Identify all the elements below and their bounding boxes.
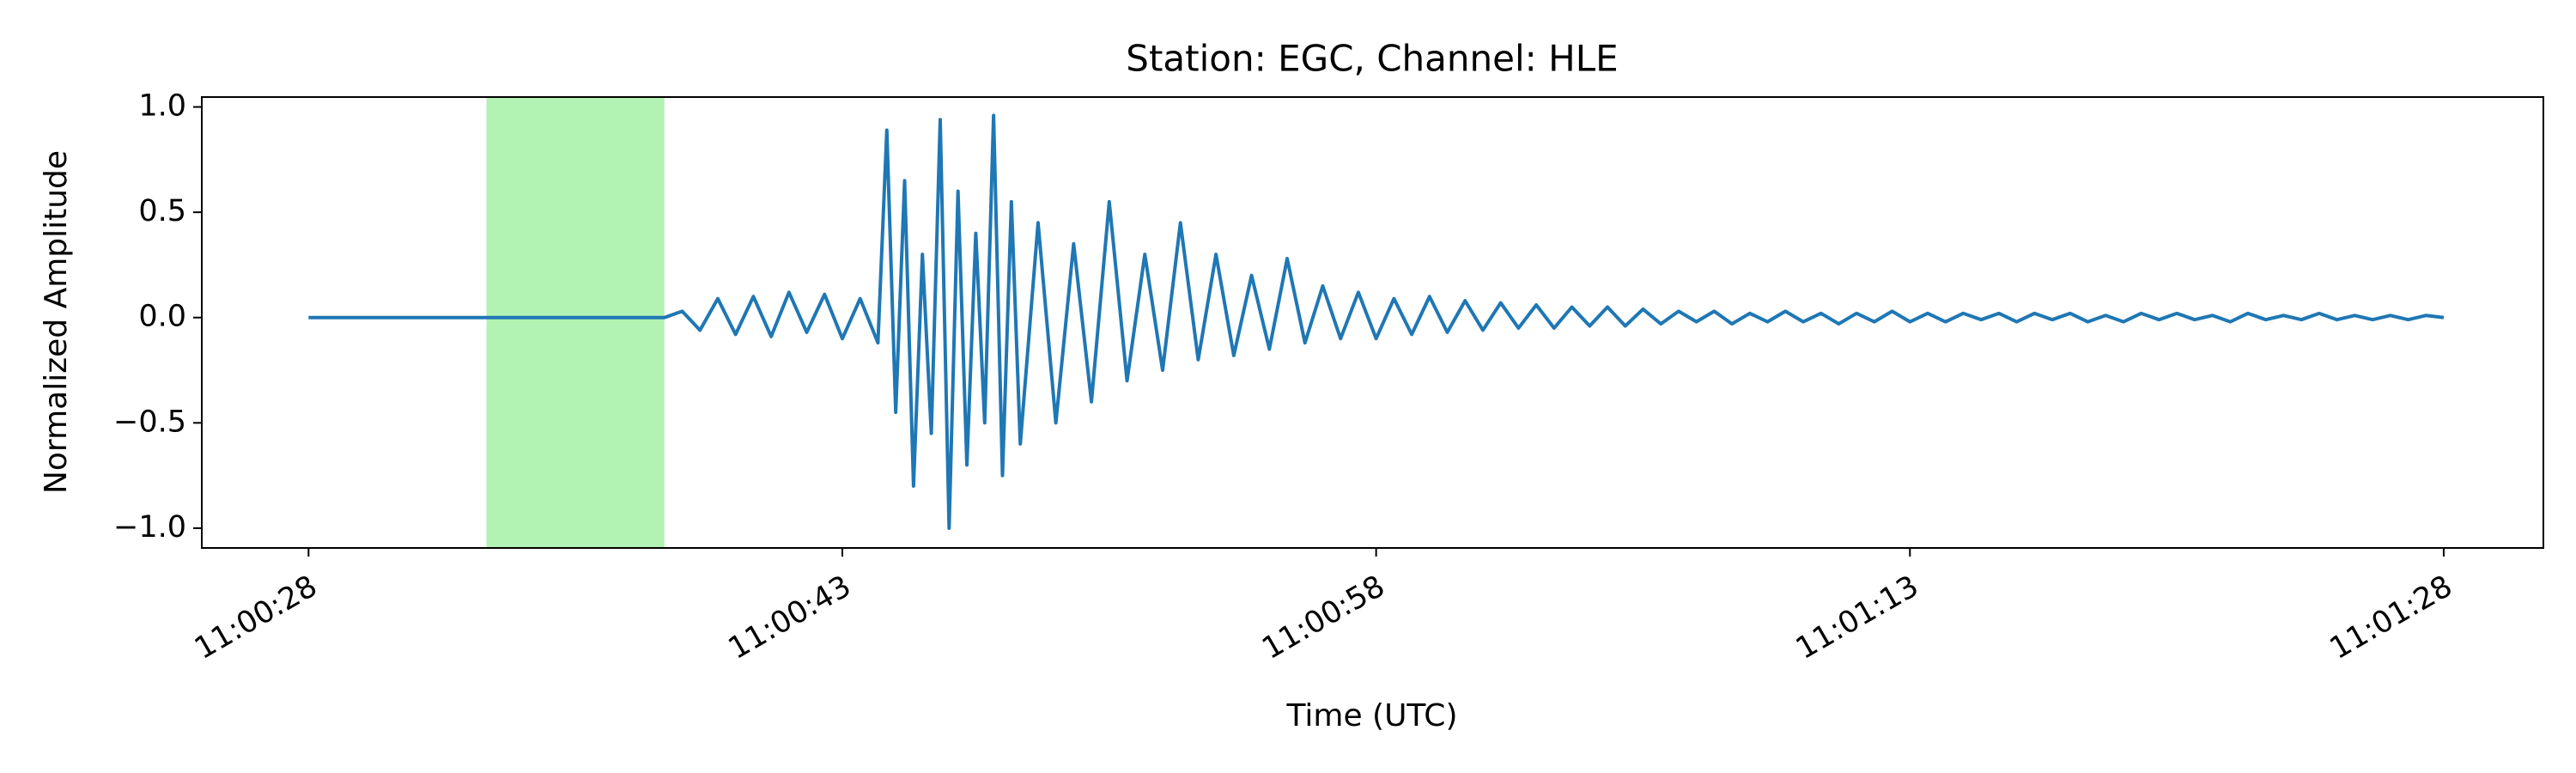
y-tick-label: 1.0 (138, 89, 186, 124)
y-axis-label: Normalized Amplitude (39, 150, 74, 494)
data-line (308, 113, 2445, 530)
highlight-span (486, 97, 665, 548)
chart-title: Station: EGC, Channel: HLE (1126, 38, 1618, 80)
x-tick-label: 11:00:58 (1256, 569, 1390, 666)
y-tick-label: 0.0 (138, 300, 186, 334)
x-tick-label: 11:01:28 (2324, 569, 2458, 666)
x-tick-label: 11:00:28 (189, 569, 323, 666)
x-tick-label: 11:00:43 (723, 569, 857, 666)
plot-frame (201, 96, 2544, 549)
y-tick-label: 0.5 (138, 194, 186, 228)
x-axis-label: Time (UTC) (1285, 698, 1457, 733)
x-tick-label: 11:01:13 (1790, 569, 1924, 666)
y-tick-label: −1.0 (113, 510, 186, 545)
y-tick-label: −0.5 (113, 405, 186, 439)
